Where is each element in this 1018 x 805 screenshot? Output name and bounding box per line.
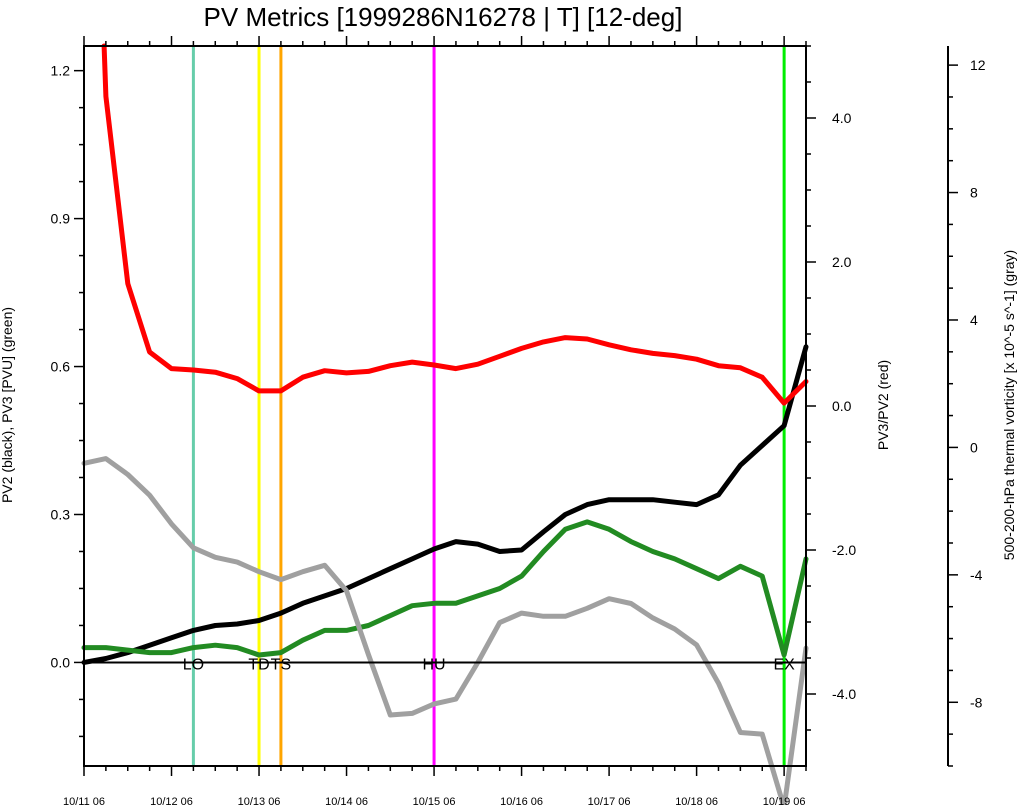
- right-inner-tick-label: 2.0: [832, 254, 852, 270]
- x-tick-label: 10/15 06: [413, 796, 456, 805]
- series-line-thermal-vorticity: [81, 456, 809, 805]
- event-label-lo: LO: [183, 656, 204, 673]
- data-series: [81, 43, 809, 805]
- right-inner-tick-label: -4.0: [832, 686, 856, 702]
- x-tick-label: 10/18 06: [675, 796, 718, 805]
- x-tick-label: 10/12 06: [150, 796, 193, 805]
- series-line-pv3: [81, 519, 809, 658]
- right-outer-tick-label: 8: [970, 185, 978, 201]
- right-outer-tick-label: 4: [970, 312, 978, 328]
- right-outer-tick-label: -8: [970, 694, 983, 710]
- right-inner-tick-label: 4.0: [832, 110, 852, 126]
- event-markers: LO TD TS HU EX: [183, 46, 795, 766]
- left-tick-label: 0.3: [51, 506, 71, 522]
- x-tick-label: 10/17 06: [588, 796, 631, 805]
- event-label-ts: TS: [271, 656, 291, 673]
- x-tick-label: 10/16 06: [500, 796, 543, 805]
- right-inner-tick-label: 0.0: [832, 398, 852, 414]
- left-tick-label: 0.6: [51, 359, 71, 375]
- event-label-hu: HU: [423, 656, 446, 673]
- event-label-td: TD: [248, 656, 269, 673]
- x-tick-label: 10/14 06: [325, 796, 368, 805]
- right-outer-axis-label: 500-200-hPa thermal vorticity [x 10^-5 s…: [1001, 250, 1017, 560]
- series-line-pv2: [81, 344, 809, 665]
- axes: 0.0 0.3 0.6 0.9 1.2 -4.0 -2.0 0.0 2.0 4.0 -8 -4 0 4 8 1…: [51, 36, 986, 805]
- left-tick-label: 0.9: [51, 211, 71, 227]
- x-tick-label: 10/11 06: [63, 796, 105, 805]
- left-axis-label: PV2 (black), PV3 [PVU] (green): [0, 307, 15, 503]
- left-tick-label: 0.0: [51, 654, 71, 670]
- right-inner-tick-label: -2.0: [832, 542, 856, 558]
- right-inner-axis-label: PV3/PV2 (red): [875, 360, 891, 450]
- right-outer-tick-label: 12: [970, 57, 986, 73]
- x-tick-label: 10/19 06: [763, 796, 806, 805]
- event-label-ex: EX: [773, 656, 795, 673]
- right-outer-tick-label: -4: [970, 567, 983, 583]
- chart-title: PV Metrics [1999286N16278 | T] [12-deg]: [204, 2, 683, 32]
- x-tick-label: 10/13 06: [238, 796, 281, 805]
- series-line-pv3-pv2-ratio: [101, 43, 809, 406]
- right-outer-tick-label: 0: [970, 439, 978, 455]
- left-tick-label: 1.2: [51, 63, 71, 79]
